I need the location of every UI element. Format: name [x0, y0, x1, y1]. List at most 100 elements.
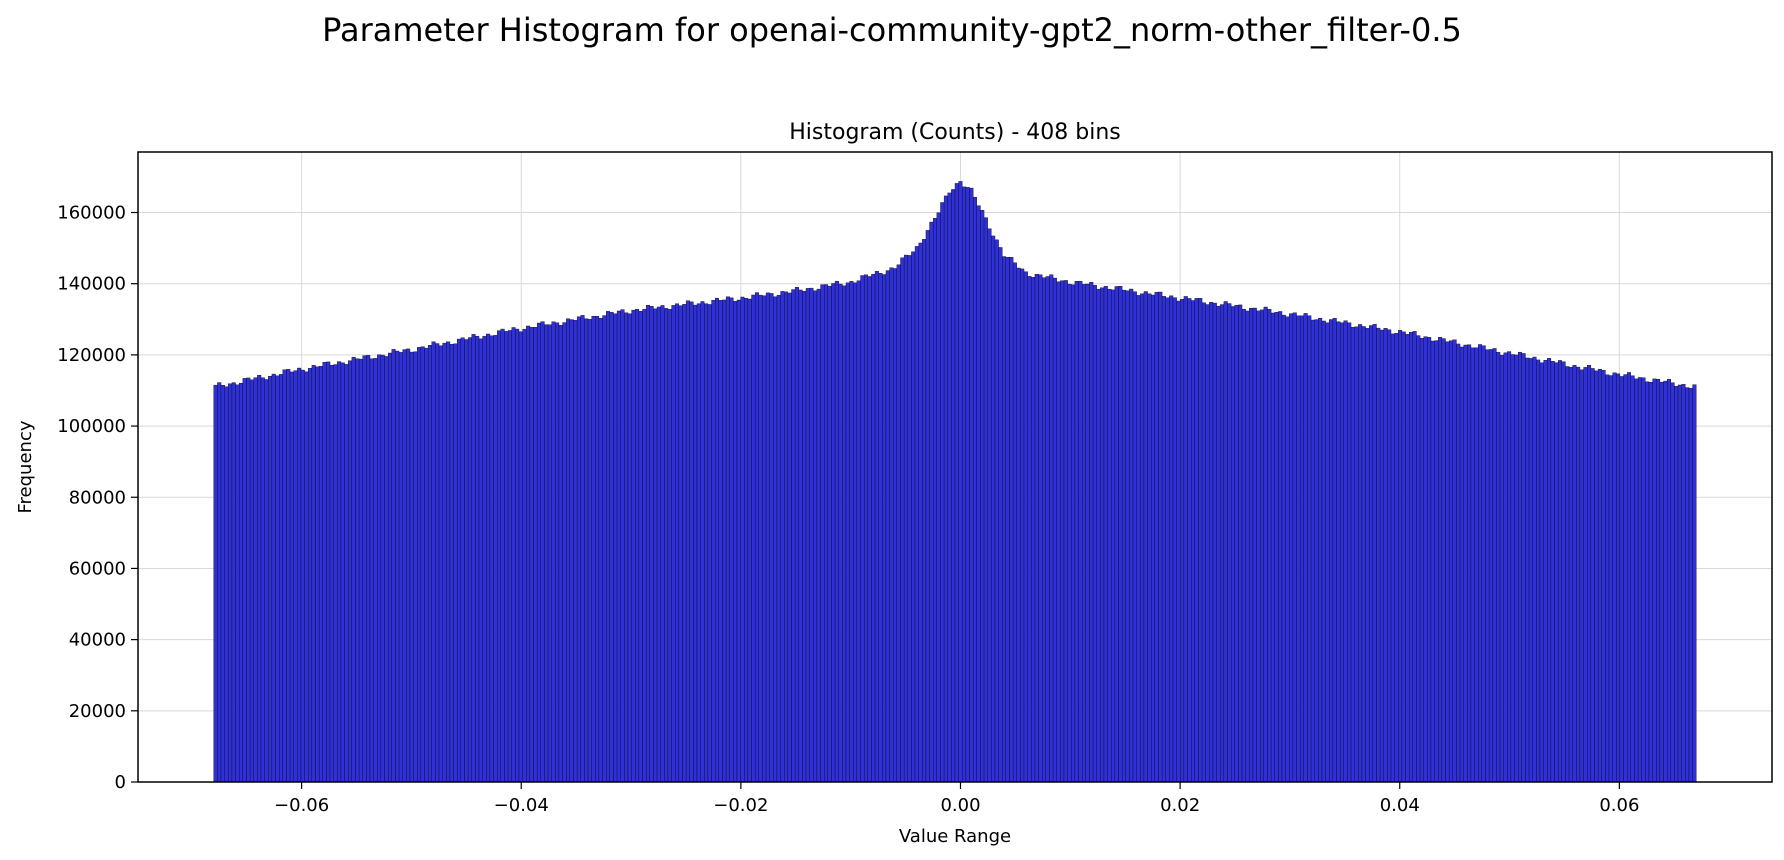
histogram-bar	[1641, 377, 1646, 783]
y-axis-title: Frequency	[15, 420, 36, 513]
histogram-bar	[896, 264, 901, 783]
histogram-bar	[235, 384, 240, 783]
figure-suptitle: Parameter Histogram for openai-community…	[322, 11, 1462, 49]
histogram-bar	[878, 273, 883, 783]
histogram-bar	[983, 217, 988, 783]
histogram-bar	[1151, 294, 1156, 783]
histogram-bar	[1140, 293, 1145, 783]
histogram-bar	[853, 282, 858, 783]
histogram-bar	[1074, 281, 1079, 783]
histogram-bar	[667, 309, 672, 783]
histogram-bar	[547, 324, 552, 783]
histogram-bar	[1372, 324, 1377, 783]
histogram-bar	[1125, 290, 1130, 783]
histogram-bar	[616, 310, 621, 783]
histogram-bar	[515, 328, 520, 783]
histogram-bar	[1263, 306, 1268, 783]
histogram-bar	[965, 187, 970, 783]
histogram-bar	[1568, 367, 1573, 783]
histogram-bar	[1096, 288, 1101, 783]
histogram-bar	[1459, 346, 1464, 783]
histogram-bar	[493, 335, 498, 783]
histogram-bar	[758, 294, 763, 783]
histogram-bar	[1430, 340, 1435, 783]
histogram-bar	[424, 347, 429, 783]
histogram-bar	[1060, 280, 1065, 783]
histogram-bar	[780, 291, 785, 783]
histogram-bar	[1627, 372, 1632, 783]
histogram-bar	[409, 351, 414, 783]
histogram-bar	[1234, 304, 1239, 783]
histogram-bar	[384, 356, 389, 783]
histogram-bar	[1260, 309, 1265, 783]
histogram-bar	[642, 308, 647, 783]
histogram-bar	[802, 291, 807, 783]
histogram-bar	[1616, 373, 1621, 783]
histogram-bar	[264, 379, 269, 783]
histogram-bar	[431, 341, 436, 783]
histogram-bar	[885, 270, 890, 783]
histogram-bar	[1434, 340, 1439, 783]
histogram-bar	[613, 313, 618, 783]
histogram-bar	[711, 300, 716, 783]
histogram-bar	[591, 315, 596, 783]
histogram-bar	[805, 288, 810, 783]
histogram-bar	[991, 235, 996, 783]
histogram-bar	[1300, 315, 1304, 783]
histogram-bar	[228, 383, 233, 783]
histogram-bar	[293, 370, 298, 783]
histogram-bar	[860, 275, 865, 783]
histogram-bar	[1590, 368, 1595, 783]
x-tick-label: 0.00	[940, 795, 980, 816]
histogram-bar	[1274, 312, 1279, 783]
histogram-bar	[609, 311, 614, 783]
histogram-bar	[286, 369, 291, 783]
histogram-bar	[453, 343, 458, 783]
histogram-bar	[631, 309, 636, 783]
histogram-bar	[344, 364, 349, 783]
histogram-bar	[587, 319, 592, 783]
histogram-bar	[831, 283, 836, 783]
histogram-bar	[1452, 339, 1457, 783]
plot-title: Histogram (Counts) - 408 bins	[789, 120, 1120, 145]
x-tick-label: −0.06	[274, 795, 329, 816]
histogram-bar	[278, 374, 283, 783]
histogram-bar	[1085, 283, 1090, 783]
histogram-bar	[1278, 311, 1283, 783]
histogram-bar	[558, 325, 563, 783]
histogram-bar	[1220, 304, 1225, 783]
histogram-bar	[1249, 308, 1254, 783]
histogram-bar	[1111, 289, 1116, 783]
y-tick-label: 80000	[69, 487, 126, 508]
histogram-bar	[849, 281, 854, 783]
histogram-bar	[751, 294, 756, 783]
histogram-bar	[1379, 329, 1384, 783]
histogram-bar	[504, 331, 509, 783]
histogram-bar	[544, 324, 549, 783]
histogram-bar	[838, 283, 843, 783]
histogram-bar	[1198, 298, 1203, 783]
histogram-bar	[1329, 319, 1334, 783]
y-tick-label: 140000	[57, 274, 126, 295]
histogram-bar	[987, 228, 992, 783]
histogram-bar	[1605, 374, 1610, 783]
histogram-bar	[693, 304, 698, 783]
histogram-bar	[606, 311, 610, 783]
histogram-bar	[845, 282, 850, 783]
histogram-bar	[715, 297, 719, 783]
histogram-bar	[220, 385, 225, 783]
histogram-bar	[903, 254, 908, 783]
histogram-bar	[725, 296, 730, 783]
histogram-bar	[1554, 362, 1559, 783]
histogram-bar	[1310, 319, 1315, 783]
y-axis: 0 20000 40000 60000 80000 100000 120000 140000 1…	[57, 203, 138, 793]
histogram-bar	[1474, 347, 1479, 783]
histogram-bar	[1659, 381, 1664, 783]
histogram-bar	[649, 306, 654, 783]
histogram-bar	[417, 347, 422, 783]
histogram-bar	[1358, 324, 1363, 783]
histogram-bar	[246, 377, 251, 783]
histogram-bar	[446, 341, 451, 783]
y-tick-label: 160000	[57, 203, 126, 224]
